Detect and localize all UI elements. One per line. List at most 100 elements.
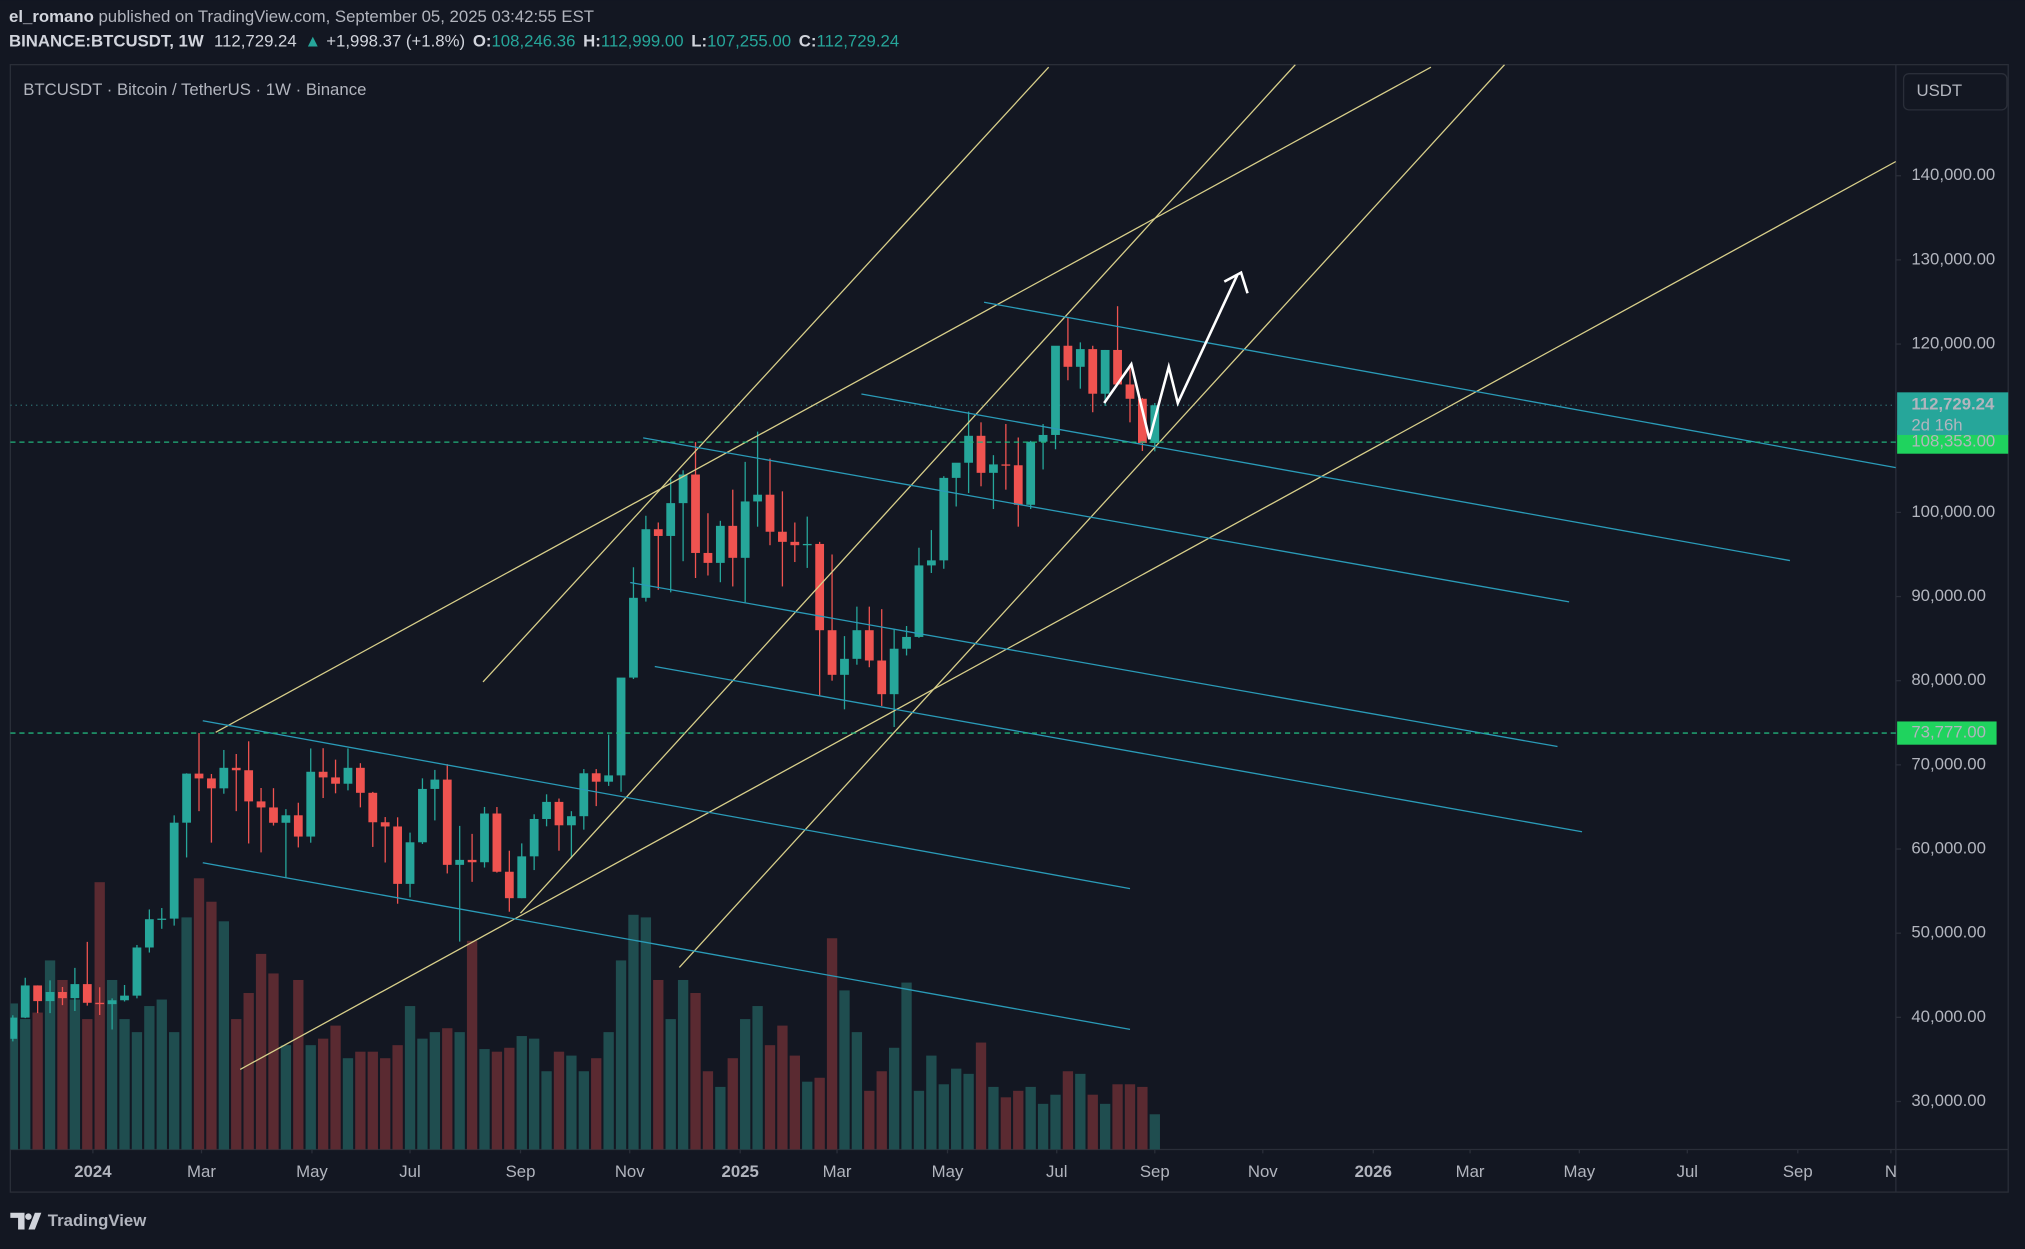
- trend-line: [678, 64, 1506, 968]
- price-label-bg: [1897, 721, 1997, 745]
- channel-line: [630, 581, 1558, 748]
- countdown: 2d 16h: [1911, 415, 1962, 434]
- candle-body: [591, 773, 601, 782]
- volume-bar: [342, 1058, 354, 1150]
- candle-body: [827, 630, 837, 675]
- volume-bar: [951, 1068, 962, 1150]
- volume-bar: [144, 1006, 155, 1150]
- candle-body: [430, 779, 440, 789]
- volume-bar: [603, 1032, 614, 1150]
- projection-arrow: [1103, 270, 1249, 440]
- x-tick-label: Mar: [823, 1162, 852, 1181]
- volume-bar: [1099, 1103, 1111, 1150]
- x-tick-label: Sep: [1783, 1162, 1813, 1181]
- y-tick-label: 40,000.00: [1911, 1007, 1986, 1026]
- last-price-bg: [1897, 392, 2009, 435]
- candle-body: [194, 773, 204, 779]
- candle-body: [293, 815, 303, 837]
- close: 112,729.24: [816, 32, 899, 51]
- channel-line: [202, 720, 1131, 890]
- volume-bar: [454, 1032, 465, 1150]
- candle-body: [790, 541, 800, 546]
- candle-body: [951, 462, 961, 478]
- candle-body: [244, 770, 254, 802]
- candle-body: [380, 822, 390, 827]
- candle-body: [1026, 441, 1036, 505]
- candle-body: [331, 777, 340, 784]
- candle-body: [616, 677, 626, 776]
- y-tick-label: 130,000.00: [1911, 249, 1995, 268]
- volume-bar: [516, 1036, 527, 1150]
- x-tick-label: Sep: [1140, 1162, 1170, 1181]
- currency-button[interactable]: [1902, 73, 2008, 111]
- candle-body: [840, 658, 849, 675]
- volume-bar: [578, 1071, 589, 1150]
- candle-body: [1038, 434, 1048, 442]
- volume-bar: [243, 993, 254, 1150]
- y-tick-label: 120,000.00: [1911, 334, 1995, 353]
- candle-body: [405, 842, 415, 884]
- candle-body: [393, 826, 403, 884]
- volume-bar: [975, 1042, 987, 1150]
- candle-body: [964, 435, 974, 463]
- currency[interactable]: USDT: [1917, 81, 1963, 100]
- volume-bar: [10, 1003, 18, 1150]
- chart-frame: [9, 64, 2009, 1193]
- volume-bar: [628, 914, 639, 1150]
- candle-body: [1013, 465, 1023, 505]
- candle-body: [703, 552, 713, 563]
- candle-body: [802, 543, 812, 546]
- c-label: C:: [799, 32, 817, 51]
- volume-bar: [677, 979, 689, 1150]
- candle-body: [1063, 345, 1073, 367]
- candle-body: [207, 778, 216, 789]
- y-tick-label: 80,000.00: [1911, 670, 1986, 689]
- open: 108,246.36: [491, 32, 575, 51]
- candle-body: [852, 630, 862, 659]
- volume-bar: [1050, 1094, 1061, 1150]
- price-label: 73,777.00: [1911, 723, 1986, 742]
- y-tick-label: 140,000.00: [1911, 165, 1995, 184]
- volume-bar: [367, 1051, 378, 1150]
- volume-bar: [826, 938, 838, 1150]
- candle-body: [567, 816, 576, 826]
- volume-bar: [429, 1032, 441, 1150]
- candle-body: [480, 813, 489, 863]
- volume-bar: [566, 1055, 577, 1150]
- x-tick-label: Jul: [1046, 1162, 1067, 1181]
- logo-dot: [25, 1213, 32, 1220]
- volume-bar: [404, 1006, 416, 1150]
- trend-line: [239, 160, 1896, 1070]
- candle-body: [492, 813, 502, 872]
- volume-bar: [32, 1012, 43, 1150]
- candle-body: [306, 771, 316, 837]
- symbol: BINANCE:BTCUSDT, 1W: [9, 32, 204, 51]
- y-tick-label: 60,000.00: [1911, 838, 1986, 857]
- y-tick-label: 50,000.00: [1911, 923, 1986, 942]
- candle-body: [33, 985, 43, 1002]
- price-label-bg: [1897, 430, 2009, 454]
- candle-body: [778, 531, 787, 542]
- volume-bar: [193, 878, 205, 1150]
- volume-bar: [640, 917, 652, 1150]
- candle-body: [715, 525, 725, 563]
- candle-body: [914, 565, 924, 637]
- volume-bar: [1124, 1084, 1136, 1150]
- candle-body: [82, 984, 92, 1003]
- candle-body: [1125, 384, 1135, 399]
- volume-bar: [169, 1032, 180, 1150]
- candle-body: [666, 503, 676, 536]
- candle-body: [976, 435, 986, 473]
- volume-bar: [1037, 1103, 1049, 1150]
- x-tick-label: N: [1885, 1162, 1897, 1181]
- volume-bar: [1000, 1097, 1012, 1150]
- candle-body: [45, 992, 55, 1002]
- candle-body: [1001, 464, 1011, 466]
- volume-bar: [82, 1019, 93, 1150]
- x-tick-label: Nov: [615, 1162, 645, 1181]
- last: 112,729.24: [214, 32, 297, 51]
- channel-line: [654, 665, 1583, 833]
- candle-body: [641, 529, 651, 598]
